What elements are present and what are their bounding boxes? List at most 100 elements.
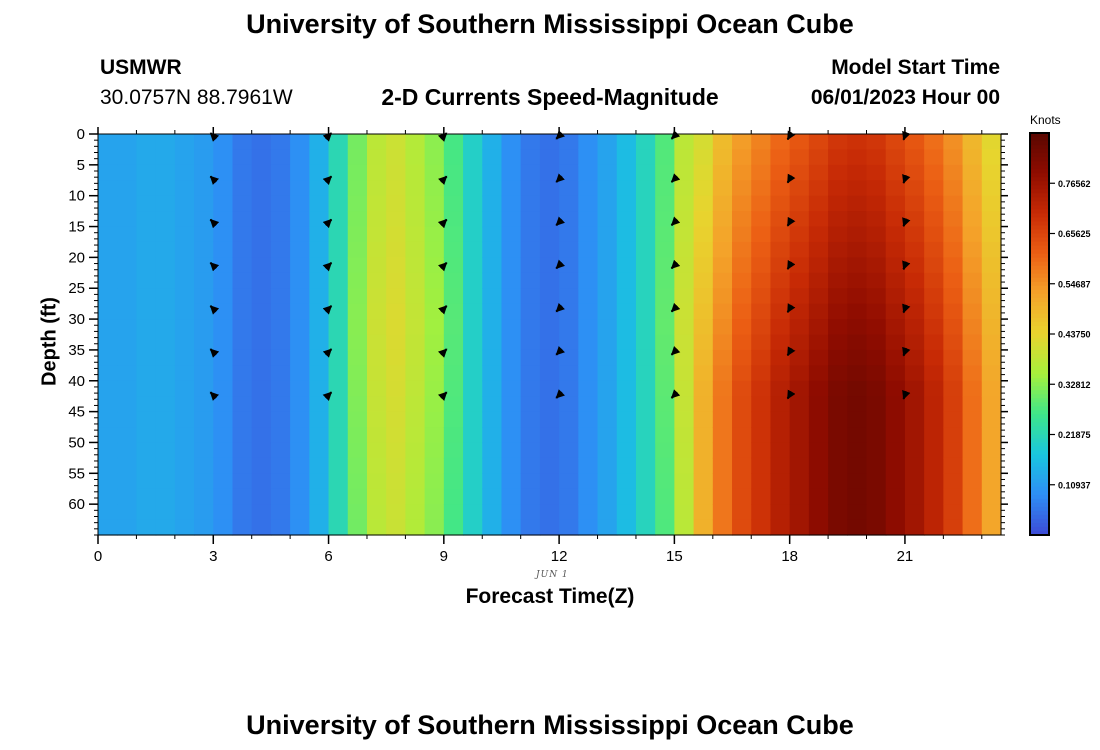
heatmap-cell: [770, 442, 791, 459]
x-tick-label: 18: [781, 548, 798, 565]
colorbar-segment: [1030, 281, 1049, 287]
heatmap-cell: [674, 442, 695, 459]
heatmap-cell: [520, 288, 541, 305]
heatmap-cell: [885, 349, 906, 366]
colorbar-segment: [1030, 526, 1049, 532]
heatmap-cell: [712, 427, 733, 444]
current-arrow: [902, 217, 911, 227]
heatmap-cell: [520, 427, 541, 444]
heatmap-cell: [270, 134, 291, 151]
heatmap-cell: [270, 457, 291, 474]
heatmap-cell: [693, 396, 714, 413]
heatmap-cell: [290, 457, 310, 474]
heatmap-cell: [270, 365, 291, 382]
heatmap-cell: [155, 272, 176, 289]
heatmap-cell: [270, 149, 291, 166]
colorbar-segment: [1030, 277, 1049, 283]
heatmap-cell: [290, 164, 310, 181]
heatmap-cell: [194, 272, 214, 289]
heatmap-cell: [847, 349, 868, 366]
y-tick-label: 10: [68, 188, 85, 205]
heatmap-cell: [751, 180, 772, 197]
heatmap-cell: [655, 442, 675, 459]
heatmap-cell: [443, 457, 464, 474]
heatmap-cell: [635, 164, 656, 181]
heatmap-cell: [501, 488, 522, 505]
heatmap-cell: [194, 365, 214, 382]
heatmap-cell: [655, 211, 675, 228]
heatmap-cell: [712, 519, 733, 536]
heatmap-cell: [424, 473, 445, 490]
heatmap-cell: [539, 473, 560, 490]
heatmap-cell: [347, 365, 368, 382]
heatmap-cell: [693, 149, 714, 166]
heatmap-cell: [155, 442, 176, 459]
heatmap-cell: [424, 226, 445, 243]
heatmap-cell: [520, 195, 541, 212]
heatmap-cell: [962, 180, 983, 197]
heatmap-cell: [962, 473, 983, 490]
colorbar-segment: [1030, 197, 1049, 202]
heatmap-cell: [251, 488, 272, 505]
heatmap-cell: [616, 411, 637, 428]
heatmap-cell: [712, 257, 733, 274]
heatmap-cell: [463, 241, 483, 258]
heatmap-cell: [808, 272, 829, 289]
heatmap-cell: [578, 211, 599, 228]
heatmap-cell: [578, 257, 599, 274]
colorbar-segment: [1030, 245, 1049, 251]
heatmap-cell: [501, 226, 522, 243]
heatmap-cell: [366, 257, 387, 274]
heatmap-cell: [539, 257, 560, 274]
heatmap-cell: [674, 257, 695, 274]
heatmap-cell: [655, 288, 675, 305]
heatmap-cell: [520, 396, 541, 413]
heatmap-cell: [828, 303, 848, 320]
heatmap-cell: [943, 427, 964, 444]
heatmap-cell: [904, 226, 925, 243]
heatmap-cell: [943, 457, 964, 474]
colorbar-segment: [1030, 438, 1049, 444]
heatmap-cell: [981, 473, 1002, 490]
heatmap-cell: [943, 149, 964, 166]
heatmap-cell: [194, 226, 214, 243]
heatmap-cell: [789, 134, 810, 151]
heatmap-cell: [559, 334, 579, 351]
heatmap-cell: [712, 134, 733, 151]
heatmap-cell: [732, 303, 752, 320]
heatmap-cell: [290, 334, 310, 351]
heatmap-cell: [904, 164, 925, 181]
heatmap-cell: [635, 427, 656, 444]
heatmap-cell: [539, 288, 560, 305]
heatmap-cell: [635, 303, 656, 320]
heatmap-cell: [501, 272, 522, 289]
heatmap-cell: [213, 457, 234, 474]
heatmap-cell: [405, 349, 426, 366]
heatmap-cell: [174, 272, 195, 289]
heatmap-cell: [635, 473, 656, 490]
heatmap-cell: [213, 303, 234, 320]
heatmap-cell: [136, 411, 157, 428]
heatmap-cell: [559, 226, 579, 243]
heatmap-cell: [789, 504, 810, 521]
heatmap-cell: [693, 134, 714, 151]
heatmap-cell: [866, 195, 887, 212]
heatmap-cell: [751, 288, 772, 305]
heatmap-cell: [904, 504, 925, 521]
heatmap-cell: [117, 226, 138, 243]
heatmap-cell: [366, 195, 387, 212]
heatmap-cell: [904, 442, 925, 459]
heatmap-cell: [655, 180, 675, 197]
heatmap-cell: [520, 442, 541, 459]
heatmap-cell: [559, 211, 579, 228]
heatmap-cell: [136, 241, 157, 258]
heatmap-cell: [155, 211, 176, 228]
current-arrow: [555, 259, 565, 270]
heatmap-cell: [712, 180, 733, 197]
heatmap-cell: [962, 303, 983, 320]
heatmap-cell: [962, 488, 983, 505]
x-tick-label: 9: [440, 548, 448, 565]
heatmap-cell: [770, 164, 791, 181]
heatmap-cell: [693, 272, 714, 289]
colorbar-segment: [1030, 390, 1049, 395]
